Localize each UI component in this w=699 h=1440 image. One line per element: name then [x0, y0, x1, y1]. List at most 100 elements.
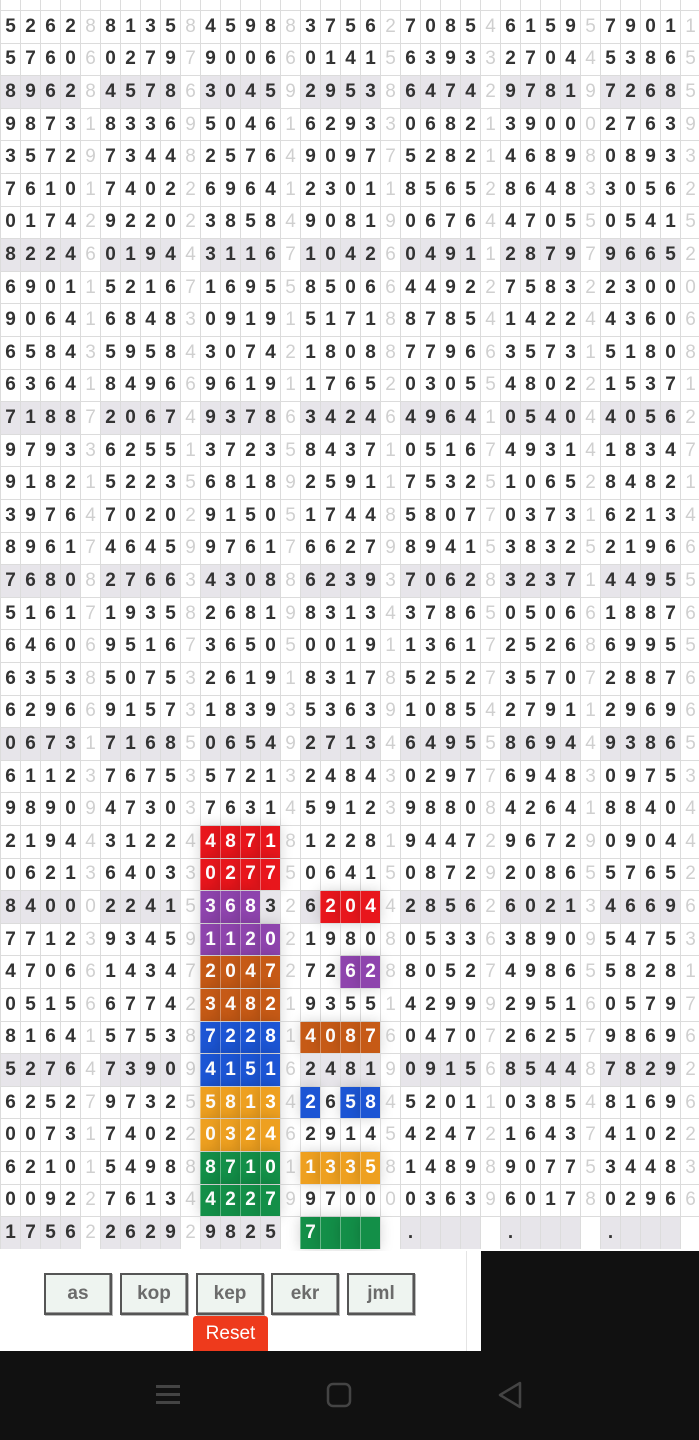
- grid-cell[interactable]: 8: [300, 597, 320, 630]
- grid-cell[interactable]: 5: [300, 793, 320, 825]
- separator-digit[interactable]: 8: [480, 565, 500, 597]
- separator-digit[interactable]: 5: [580, 11, 600, 43]
- grid-cell[interactable]: 0: [200, 858, 220, 891]
- grid-cell[interactable]: [660, 1217, 680, 1249]
- grid-cell[interactable]: 0: [620, 174, 640, 206]
- separator-digit[interactable]: 8: [380, 663, 400, 695]
- grid-cell[interactable]: 1: [60, 271, 80, 304]
- grid-cell[interactable]: 7: [620, 108, 640, 141]
- separator-digit[interactable]: 4: [480, 695, 500, 728]
- grid-cell[interactable]: 3: [120, 923, 140, 956]
- grid-cell[interactable]: 8: [160, 728, 180, 760]
- grid-cell[interactable]: 3: [620, 304, 640, 336]
- grid-cell[interactable]: 9: [100, 923, 120, 956]
- grid-cell[interactable]: 6: [100, 858, 120, 891]
- grid-cell[interactable]: 3: [60, 434, 80, 467]
- separator-digit[interactable]: 4: [180, 1184, 200, 1217]
- grid-cell[interactable]: 5: [160, 532, 180, 565]
- grid-cell[interactable]: 1: [200, 695, 220, 728]
- grid-cell[interactable]: 8: [0, 532, 20, 565]
- separator-digit[interactable]: 5: [580, 1152, 600, 1184]
- grid-cell[interactable]: 4: [340, 239, 360, 271]
- grid-cell[interactable]: 8: [300, 434, 320, 467]
- grid-cell[interactable]: 4: [360, 1119, 380, 1151]
- grid-cell[interactable]: 5: [440, 663, 460, 695]
- grid-cell[interactable]: 5: [600, 923, 620, 956]
- separator-digit[interactable]: 5: [480, 597, 500, 630]
- grid-cell[interactable]: 5: [20, 141, 40, 173]
- grid-cell[interactable]: 5: [240, 500, 260, 532]
- grid-cell[interactable]: 8: [260, 402, 280, 434]
- grid-cell[interactable]: 3: [100, 826, 120, 858]
- grid-cell[interactable]: 1: [360, 206, 380, 239]
- grid-cell[interactable]: 6: [620, 891, 640, 923]
- grid-cell[interactable]: 1: [620, 1119, 640, 1151]
- grid-cell[interactable]: 7: [140, 43, 160, 76]
- grid-cell[interactable]: 0: [220, 337, 240, 369]
- separator-digit[interactable]: 7: [80, 532, 100, 565]
- grid-cell[interactable]: 6: [220, 663, 240, 695]
- grid-cell[interactable]: 9: [260, 304, 280, 336]
- grid-cell[interactable]: 1: [400, 695, 420, 728]
- grid-cell[interactable]: 2: [240, 1217, 260, 1249]
- grid-cell[interactable]: 6: [460, 337, 480, 369]
- grid-cell[interactable]: 1: [320, 304, 340, 336]
- grid-cell[interactable]: 9: [440, 989, 460, 1021]
- grid-cell[interactable]: 8: [540, 141, 560, 173]
- grid-cell[interactable]: 0: [520, 1184, 540, 1217]
- grid-cell[interactable]: 6: [640, 304, 660, 336]
- grid-cell[interactable]: 1: [560, 989, 580, 1021]
- grid-cell[interactable]: 4: [600, 891, 620, 923]
- grid-cell[interactable]: 4: [220, 989, 240, 1021]
- grid-cell[interactable]: 0: [420, 695, 440, 728]
- grid-cell[interactable]: 6: [440, 1184, 460, 1217]
- separator-digit[interactable]: 0: [380, 1184, 400, 1217]
- grid-cell[interactable]: 4: [60, 826, 80, 858]
- separator-digit[interactable]: [480, 1217, 500, 1249]
- grid-cell[interactable]: 3: [0, 141, 20, 173]
- grid-cell[interactable]: 0: [420, 565, 440, 597]
- grid-cell[interactable]: 0: [60, 174, 80, 206]
- grid-cell[interactable]: 9: [40, 793, 60, 825]
- separator-digit[interactable]: 2: [480, 174, 500, 206]
- grid-cell[interactable]: 0: [540, 369, 560, 402]
- grid-cell[interactable]: 8: [260, 1021, 280, 1054]
- grid-cell[interactable]: 5: [0, 597, 20, 630]
- grid-cell[interactable]: 2: [540, 1021, 560, 1054]
- grid-cell[interactable]: 3: [500, 923, 520, 956]
- grid-cell[interactable]: 5: [400, 663, 420, 695]
- separator-digit[interactable]: 3: [480, 43, 500, 76]
- grid-cell[interactable]: 1: [260, 760, 280, 793]
- grid-cell[interactable]: 0: [260, 500, 280, 532]
- grid-cell[interactable]: 6: [160, 630, 180, 662]
- separator-digit[interactable]: 9: [380, 1054, 400, 1086]
- grid-cell[interactable]: 1: [20, 597, 40, 630]
- grid-cell[interactable]: 4: [620, 565, 640, 597]
- grid-cell[interactable]: 9: [540, 695, 560, 728]
- grid-cell[interactable]: 7: [240, 337, 260, 369]
- grid-cell[interactable]: 6: [60, 695, 80, 728]
- grid-cell[interactable]: 1: [20, 467, 40, 499]
- grid-cell[interactable]: 1: [340, 630, 360, 662]
- grid-cell[interactable]: [340, 1217, 360, 1249]
- grid-cell[interactable]: 2: [320, 565, 340, 597]
- grid-cell[interactable]: 5: [320, 467, 340, 499]
- separator-digit[interactable]: 3: [80, 923, 100, 956]
- grid-cell[interactable]: 6: [220, 597, 240, 630]
- separator-digit[interactable]: 1: [380, 174, 400, 206]
- separator-digit[interactable]: 4: [180, 239, 200, 271]
- separator-digit[interactable]: 3: [180, 858, 200, 891]
- grid-cell[interactable]: 2: [300, 1086, 320, 1119]
- grid-cell[interactable]: 6: [220, 728, 240, 760]
- grid-cell[interactable]: 0: [360, 1184, 380, 1217]
- grid-cell[interactable]: 7: [100, 760, 120, 793]
- grid-cell[interactable]: 0: [600, 141, 620, 173]
- grid-cell[interactable]: 5: [460, 728, 480, 760]
- grid-cell[interactable]: 1: [20, 206, 40, 239]
- grid-cell[interactable]: 6: [0, 1152, 20, 1184]
- grid-cell[interactable]: 9: [20, 271, 40, 304]
- separator-digit[interactable]: 7: [180, 271, 200, 304]
- separator-digit[interactable]: 7: [580, 1021, 600, 1054]
- grid-cell[interactable]: 2: [120, 467, 140, 499]
- grid-cell[interactable]: 6: [460, 891, 480, 923]
